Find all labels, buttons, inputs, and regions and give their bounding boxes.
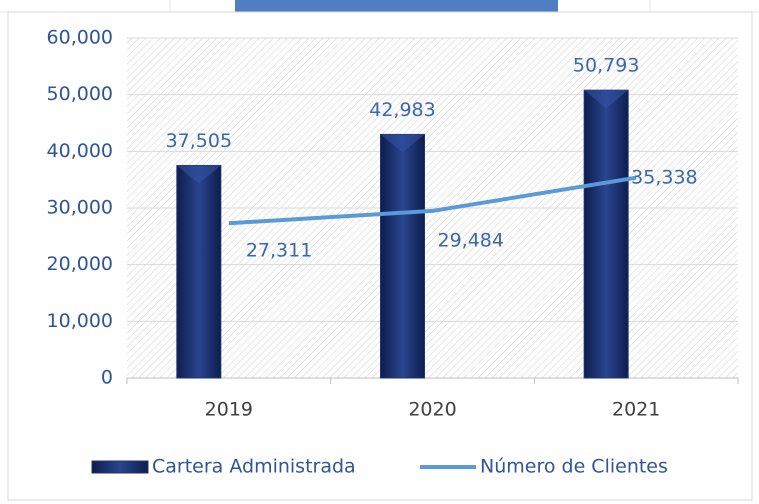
bar-cap — [176, 165, 221, 184]
data-label: 37,505 — [166, 130, 232, 152]
data-label: 35,338 — [631, 166, 697, 188]
y-tick-label: 40,000 — [47, 140, 113, 162]
x-tick-label: 2019 — [205, 399, 253, 421]
x-tick-label: 2020 — [408, 399, 456, 421]
header-block — [235, 0, 558, 12]
data-label: 29,484 — [438, 229, 504, 251]
bar-cap — [380, 134, 425, 153]
line — [228, 175, 637, 226]
chart-frame — [7, 11, 753, 501]
legend-label: Número de Clientes — [480, 456, 668, 478]
legend-swatch — [91, 460, 149, 474]
y-tick-label: 10,000 — [47, 310, 113, 332]
y-tick-label: 60,000 — [47, 27, 113, 49]
bar — [176, 164, 222, 379]
bar-cap — [584, 90, 629, 109]
x-tick-label: 2021 — [612, 399, 660, 421]
y-tick-label: 50,000 — [47, 83, 113, 105]
bar — [583, 89, 629, 379]
data-label: 27,311 — [246, 240, 312, 262]
legend-label: Cartera Administrada — [152, 456, 356, 478]
y-tick-label: 0 — [101, 367, 113, 389]
data-label: 50,793 — [573, 55, 639, 77]
bar — [380, 133, 425, 379]
y-tick-label: 20,000 — [47, 253, 113, 275]
data-label: 42,983 — [369, 99, 435, 121]
y-tick-label: 30,000 — [47, 197, 113, 219]
